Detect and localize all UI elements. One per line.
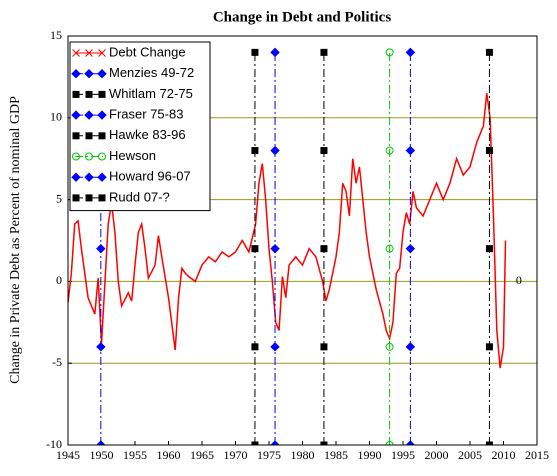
marker bbox=[96, 342, 106, 352]
y-tick-label: 0 bbox=[56, 273, 62, 287]
legend-label: Hewson bbox=[109, 148, 156, 163]
legend-marker bbox=[72, 132, 80, 140]
annotation: 0 bbox=[516, 273, 522, 287]
y-tick-label: 15 bbox=[50, 28, 62, 42]
legend-marker bbox=[98, 194, 106, 202]
marker bbox=[385, 441, 394, 445]
legend-marker bbox=[98, 132, 106, 140]
x-tick-label: 1965 bbox=[190, 448, 214, 462]
marker bbox=[485, 343, 493, 351]
x-tick-label: 1955 bbox=[123, 448, 147, 462]
legend-box bbox=[69, 41, 211, 212]
axes-box bbox=[67, 35, 538, 446]
marker bbox=[320, 147, 328, 155]
marker bbox=[405, 145, 416, 156]
marker bbox=[251, 245, 259, 253]
marker bbox=[320, 441, 328, 445]
y-axis-label: Change in Private Debt as Percent of nom… bbox=[8, 96, 23, 384]
legend-marker bbox=[72, 90, 80, 98]
x-tick-label: 2000 bbox=[425, 448, 449, 462]
marker bbox=[485, 245, 493, 253]
legend-marker bbox=[98, 90, 106, 98]
y-tick-label: -5 bbox=[52, 355, 62, 369]
x-tick-label: 2010 bbox=[492, 448, 516, 462]
x-tick-label: 2005 bbox=[458, 448, 482, 462]
x-tick-label: 1985 bbox=[324, 448, 348, 462]
legend-marker bbox=[85, 194, 93, 202]
x-tick-label: 1975 bbox=[257, 448, 281, 462]
marker bbox=[251, 343, 259, 351]
marker bbox=[251, 441, 259, 445]
x-tick-label: 1950 bbox=[90, 448, 114, 462]
marker bbox=[485, 441, 493, 445]
x-tick-label: 2015 bbox=[525, 448, 549, 462]
chart-title: Change in Debt and Politics bbox=[213, 9, 392, 25]
marker bbox=[270, 145, 280, 156]
legend-marker bbox=[84, 172, 94, 182]
legend-marker bbox=[97, 68, 107, 79]
legend-marker bbox=[98, 49, 106, 57]
x-tick-label: 1980 bbox=[291, 448, 315, 462]
marker bbox=[270, 440, 280, 445]
marker bbox=[96, 243, 106, 254]
legend-label: Whitlam 72-75 bbox=[109, 86, 193, 101]
marker bbox=[485, 147, 493, 155]
legend-marker bbox=[72, 49, 80, 57]
y-tick-label: -10 bbox=[46, 437, 62, 451]
marker bbox=[405, 342, 416, 352]
legend-label: Howard 96-07 bbox=[109, 169, 191, 184]
legend-marker bbox=[72, 194, 80, 202]
legend-marker bbox=[85, 152, 93, 161]
x-tick-label: 1970 bbox=[224, 448, 248, 462]
legend-label: Rudd 07-? bbox=[109, 189, 170, 204]
marker bbox=[251, 147, 259, 155]
legend-marker bbox=[85, 132, 93, 140]
marker bbox=[251, 48, 259, 56]
legend-marker bbox=[85, 49, 93, 57]
legend-marker bbox=[71, 110, 81, 120]
legend-marker bbox=[97, 172, 107, 182]
marker bbox=[270, 243, 280, 254]
legend-marker bbox=[97, 110, 107, 120]
marker bbox=[320, 245, 328, 253]
x-tick-label: 1995 bbox=[391, 448, 415, 462]
marker bbox=[270, 47, 280, 58]
y-tick-label: 10 bbox=[50, 110, 62, 124]
x-tick-label: 1960 bbox=[157, 448, 181, 462]
marker bbox=[385, 244, 394, 253]
legend-marker bbox=[71, 68, 81, 79]
marker bbox=[96, 440, 106, 445]
marker bbox=[385, 48, 394, 57]
x-tick-label: 1945 bbox=[56, 448, 80, 462]
legend-marker bbox=[71, 172, 81, 182]
legend-marker bbox=[72, 152, 80, 161]
legend-label: Hawke 83-96 bbox=[109, 127, 186, 142]
x-tick-label: 1990 bbox=[358, 448, 382, 462]
marker bbox=[405, 47, 416, 58]
legend-marker bbox=[98, 152, 106, 161]
legend-label: Fraser 75-83 bbox=[109, 107, 183, 122]
legend-marker bbox=[85, 90, 93, 98]
marker bbox=[320, 343, 328, 351]
legend-marker bbox=[84, 110, 94, 120]
marker bbox=[405, 440, 416, 445]
marker bbox=[385, 342, 394, 351]
legend-label: Debt Change bbox=[109, 44, 186, 59]
marker bbox=[385, 146, 394, 155]
marker bbox=[405, 243, 416, 254]
legend-label: Menzies 49-72 bbox=[109, 65, 194, 80]
y-tick-label: 5 bbox=[56, 191, 62, 205]
legend-marker bbox=[84, 68, 94, 79]
series-line bbox=[68, 93, 507, 369]
marker bbox=[270, 342, 280, 352]
marker bbox=[485, 48, 493, 56]
marker bbox=[320, 48, 328, 56]
